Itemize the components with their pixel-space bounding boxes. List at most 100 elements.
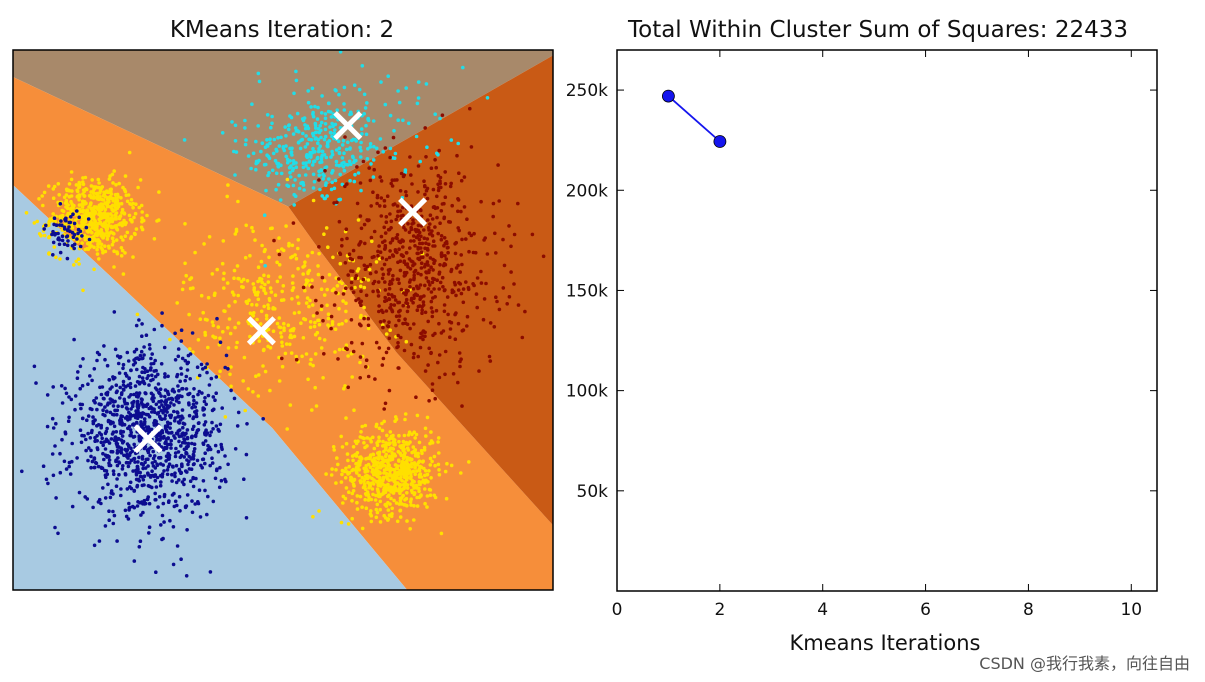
data-point [111,430,116,435]
data-point [375,502,380,507]
data-point [97,497,102,502]
data-point [397,439,401,444]
data-point [51,212,55,216]
data-point [95,446,100,450]
data-point [454,293,458,298]
data-point [186,353,191,358]
data-point [416,96,421,100]
data-point [244,138,248,142]
data-point [339,520,344,525]
data-point [413,451,418,456]
data-point [117,181,121,186]
data-point [176,396,181,400]
data-point [288,146,292,151]
data-point [172,504,177,509]
data-point [319,169,323,173]
data-point [110,225,114,230]
data-point [429,351,433,356]
data-point [72,242,77,247]
data-point [430,382,435,386]
data-point [218,465,222,470]
data-point [284,134,288,138]
data-point [398,268,403,273]
data-point [376,473,380,478]
data-point [291,166,296,171]
data-point [370,487,375,491]
data-point [358,360,362,365]
data-point [268,388,272,393]
data-point [391,203,396,207]
data-point [213,443,218,448]
data-point [439,237,444,242]
data-point [330,149,334,154]
data-point [324,226,329,230]
data-point [411,300,415,305]
data-point [327,139,332,143]
data-point [339,480,344,484]
data-point [140,376,145,380]
x-axis-ticks: 0 2 4 6 8 10 [612,50,1142,620]
data-point [380,256,385,260]
data-point [47,220,51,225]
data-point [416,251,420,256]
data-point [291,132,296,136]
data-point [124,221,128,225]
data-point [103,524,108,528]
data-point [412,504,416,508]
kmeans-scatter-chart: KMeans Iteration: 2 [12,17,554,591]
data-point [351,290,356,295]
data-point [264,162,268,167]
data-point [106,214,110,219]
data-point [376,457,381,461]
data-point [100,466,105,471]
data-point [229,388,233,393]
data-point [296,246,300,251]
data-point [430,314,435,319]
data-point [290,297,294,301]
data-point [129,235,134,239]
data-point [155,462,159,467]
data-point [265,153,269,157]
data-point [405,446,410,451]
data-point [364,365,368,369]
data-point [445,246,450,250]
data-point [416,271,420,276]
data-point [206,295,211,300]
data-point [208,570,213,574]
data-point [336,357,340,361]
data-point [181,280,186,285]
data-point [207,235,212,239]
data-point [166,391,170,396]
data-point [266,306,271,311]
data-point [203,439,208,443]
data-point [337,151,342,155]
data-point [277,236,281,240]
data-point [388,241,393,245]
data-point [344,147,349,152]
data-point [93,227,97,232]
data-point [415,469,419,473]
data-point [155,438,159,442]
data-point [138,353,143,358]
data-point [385,467,389,472]
data-point [206,494,210,499]
data-point [405,491,409,495]
data-point [425,253,430,257]
data-point [412,262,417,266]
data-point [148,484,152,489]
data-point [148,453,152,458]
data-point [384,309,389,313]
data-point [290,327,294,332]
data-point [60,437,64,442]
data-point [270,168,275,173]
data-point [72,232,77,237]
data-point [304,134,308,138]
data-point [308,298,312,303]
data-point [459,357,463,362]
data-point [192,442,197,447]
data-point [132,392,136,397]
data-point [127,395,131,399]
data-point [140,210,144,214]
data-point [170,396,174,401]
data-point [105,454,110,458]
